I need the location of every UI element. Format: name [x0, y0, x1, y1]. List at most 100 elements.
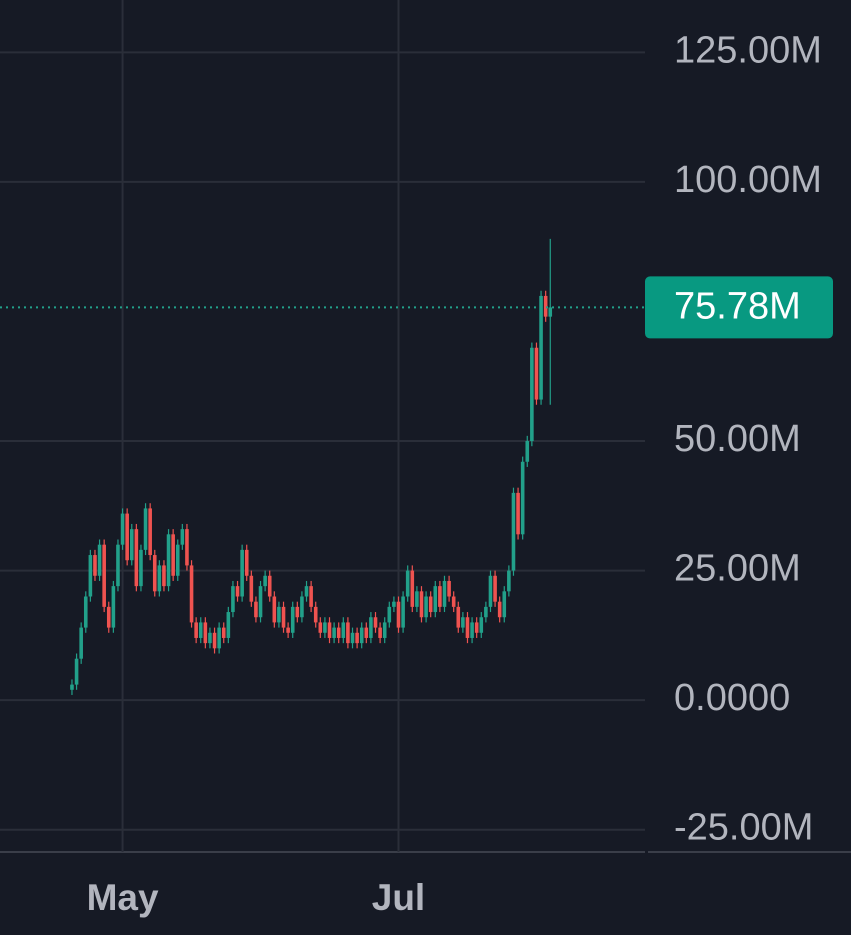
candle-body: [424, 596, 428, 618]
candle-body: [203, 622, 208, 644]
candle-body: [175, 544, 180, 576]
candle-body: [516, 492, 520, 535]
candle-body: [327, 622, 332, 638]
candle-body: [442, 580, 447, 607]
candle-body: [208, 632, 212, 644]
candle-body: [185, 529, 189, 566]
candle-body: [382, 622, 387, 638]
candle-body: [428, 596, 433, 613]
candle-body: [120, 513, 125, 545]
candle-body: [465, 617, 470, 638]
candle-body: [290, 606, 295, 633]
candle-body: [116, 544, 120, 587]
y-tick-label: -25.00M: [674, 807, 813, 849]
candle-body: [106, 606, 111, 628]
candle-body: [152, 555, 157, 592]
candle-body: [336, 627, 341, 638]
candle-body: [300, 596, 304, 618]
candle-body: [258, 586, 263, 618]
candle-body: [474, 622, 479, 633]
candle-body: [401, 596, 405, 628]
candle-body: [369, 617, 373, 638]
candle-body: [438, 586, 442, 607]
candle-body: [507, 570, 511, 592]
candle-body: [497, 601, 502, 618]
candle-body: [240, 549, 244, 597]
candle-body: [254, 601, 258, 618]
candle-body: [456, 606, 461, 628]
y-tick-label: 125.00M: [674, 29, 822, 71]
candle-body: [373, 617, 378, 628]
candle-body: [83, 596, 88, 628]
candle-body: [189, 565, 194, 623]
candle-body: [139, 549, 143, 587]
candle-body: [143, 508, 148, 550]
candle-body: [410, 570, 415, 607]
candle-body: [341, 622, 346, 638]
y-tick-label: 50.00M: [674, 418, 801, 460]
candle-body: [221, 627, 226, 638]
candle-body: [419, 591, 424, 618]
candle-body: [97, 544, 102, 576]
candle-body: [226, 612, 231, 638]
candle-body: [520, 461, 525, 535]
candle-body: [530, 347, 534, 442]
candle-body: [88, 555, 93, 597]
candle-body: [171, 534, 175, 576]
candle-body: [355, 632, 359, 644]
candle-body: [134, 529, 139, 587]
candle-body: [74, 658, 79, 685]
candle-body: [272, 596, 277, 623]
last-price-label: 75.78M: [674, 285, 801, 327]
candle-body: [493, 575, 497, 602]
candle-body: [488, 575, 493, 607]
candle-body: [295, 606, 300, 618]
candle-body: [309, 586, 313, 607]
candle-body: [180, 529, 185, 545]
candle-body: [525, 441, 530, 462]
candle-body: [470, 622, 474, 638]
candle-body: [323, 622, 327, 633]
y-tick-label: 25.00M: [674, 548, 801, 590]
candle-body: [364, 627, 369, 638]
candle-body: [447, 580, 451, 597]
candle-body: [79, 627, 83, 659]
candle-body: [277, 606, 281, 623]
candle-body: [350, 632, 355, 644]
candle-body: [129, 529, 134, 561]
candle-body: [267, 575, 272, 597]
candle-body: [212, 632, 217, 649]
candle-body: [157, 565, 162, 592]
candle-body: [148, 508, 152, 556]
candle-body: [304, 586, 309, 597]
candle-body: [392, 601, 396, 607]
candle-body: [217, 627, 221, 649]
y-tick-label: 0.0000: [674, 677, 790, 719]
candle-body: [539, 295, 543, 400]
last-price-badge: [645, 276, 833, 339]
candle-body: [396, 601, 401, 628]
candle-body: [502, 591, 507, 618]
candle-body: [102, 544, 106, 607]
candle-body: [543, 295, 548, 317]
candle-body: [93, 555, 97, 576]
candle-body: [281, 606, 286, 628]
candle-body: [125, 513, 129, 561]
y-tick-label: 100.00M: [674, 159, 822, 201]
candle-body: [479, 617, 484, 633]
candle-body: [548, 307, 553, 317]
candle-body: [231, 586, 235, 613]
candle-body: [194, 622, 198, 638]
candle-body: [263, 575, 267, 587]
candle-body: [332, 627, 336, 638]
x-tick-label: May: [87, 877, 159, 918]
candle-body: [313, 606, 318, 623]
candle-body: [286, 627, 290, 633]
candle-body: [70, 684, 74, 690]
candle-body: [359, 627, 364, 644]
candle-body: [378, 627, 382, 638]
candle-body: [166, 534, 171, 587]
candle-body: [162, 565, 166, 587]
candle-body: [534, 347, 539, 400]
